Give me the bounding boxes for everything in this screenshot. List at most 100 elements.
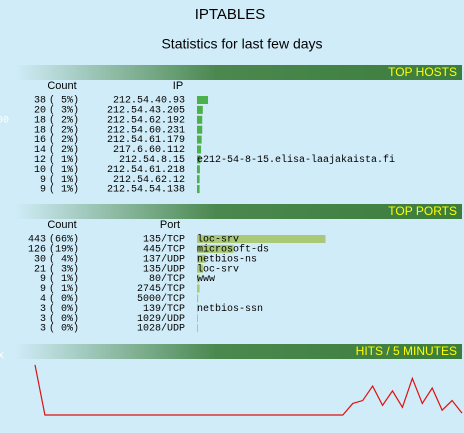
bar xyxy=(197,324,198,333)
section-header xyxy=(15,204,462,219)
bar xyxy=(197,125,203,134)
percent: (19%) xyxy=(49,244,79,256)
name: www xyxy=(197,274,215,285)
bar xyxy=(197,155,201,164)
percent: ( 3%) xyxy=(49,263,79,275)
percent: ( 4%) xyxy=(49,253,79,265)
name: microsoft-ds xyxy=(197,244,269,256)
count: 3 xyxy=(40,324,46,335)
bar xyxy=(197,96,209,104)
count: 9 xyxy=(40,274,46,285)
ip: 212.54.54.138 xyxy=(107,185,185,196)
count: 9 xyxy=(40,185,46,196)
ip: 212.54.40.93 xyxy=(113,96,185,107)
bar xyxy=(197,135,202,144)
name: netbios-ssn xyxy=(197,303,263,315)
name: loc-srv xyxy=(197,234,239,246)
percent: ( 0%) xyxy=(49,303,79,315)
bar xyxy=(197,254,206,263)
bar xyxy=(197,284,200,293)
percent: ( 1%) xyxy=(49,184,79,196)
percent: ( 1%) xyxy=(49,283,79,295)
count: 443 xyxy=(28,235,46,246)
edge-label: X xyxy=(0,352,4,363)
bar xyxy=(197,314,198,323)
bar xyxy=(197,304,198,313)
count: 21 xyxy=(34,264,46,275)
ip: 212.54.61.179 xyxy=(107,135,185,146)
section-header xyxy=(15,65,462,80)
bar xyxy=(197,235,326,243)
hits-line xyxy=(34,364,463,416)
port: 2745/TCP xyxy=(137,283,185,295)
name: loc-srv xyxy=(197,263,239,275)
port: 135/UDP xyxy=(143,263,185,275)
count: 9 xyxy=(40,175,46,186)
port: 139/TCP xyxy=(143,303,185,315)
port: 1029/UDP xyxy=(137,313,185,325)
count: 9 xyxy=(40,284,46,295)
bar xyxy=(197,165,200,174)
section-title: TOP HOSTS xyxy=(388,65,457,79)
column-header: Count xyxy=(47,80,76,92)
port: 445/TCP xyxy=(143,244,185,256)
count: 3 xyxy=(40,314,46,325)
percent: ( 1%) xyxy=(49,174,79,186)
percent: (66%) xyxy=(49,234,79,246)
port: 1028/UDP xyxy=(137,323,185,335)
percent: ( 2%) xyxy=(49,114,79,126)
ip: 212.54.60.231 xyxy=(107,125,185,136)
count: 4 xyxy=(40,294,46,305)
ip: 212.54.8.15 xyxy=(119,155,185,166)
bar xyxy=(197,244,234,253)
edge-label: 00 xyxy=(0,116,9,127)
column-header: IP xyxy=(173,80,183,92)
bar xyxy=(197,264,204,273)
name: netbios-ns xyxy=(197,253,257,265)
count: 12 xyxy=(34,155,46,166)
percent: ( 2%) xyxy=(49,124,79,136)
percent: ( 1%) xyxy=(49,154,79,166)
count: 20 xyxy=(34,106,46,117)
ip: 212.54.43.205 xyxy=(107,106,185,117)
count: 3 xyxy=(40,304,46,315)
section-header xyxy=(15,344,462,359)
count: 126 xyxy=(28,245,46,256)
percent: ( 5%) xyxy=(49,95,79,107)
count: 18 xyxy=(34,125,46,136)
percent: ( 0%) xyxy=(49,313,79,325)
name: e212-54-8-15.elisa-laajakaista.fi xyxy=(197,154,395,166)
column-header: Port xyxy=(160,219,180,231)
bar xyxy=(197,175,200,184)
port: 135/TCP xyxy=(143,234,185,246)
count: 10 xyxy=(34,165,46,176)
bar xyxy=(197,294,199,303)
bar xyxy=(197,105,203,114)
percent: ( 2%) xyxy=(49,144,79,156)
count: 18 xyxy=(34,115,46,126)
bar xyxy=(197,185,200,194)
page-subtitle: Statistics for last few days xyxy=(161,36,322,52)
port: 137/UDP xyxy=(143,253,185,265)
bar xyxy=(197,274,200,283)
percent: ( 1%) xyxy=(49,164,79,176)
column-header: Count xyxy=(47,219,76,231)
percent: ( 3%) xyxy=(49,105,79,117)
section-title: HITS / 5 MINUTES xyxy=(356,344,457,358)
percent: ( 0%) xyxy=(49,323,79,335)
bar xyxy=(197,145,202,154)
percent: ( 0%) xyxy=(49,293,79,305)
count: 14 xyxy=(34,145,46,156)
percent: ( 2%) xyxy=(49,134,79,146)
percent: ( 1%) xyxy=(49,273,79,285)
ip: 212.54.62.12 xyxy=(113,175,185,186)
port: 5000/TCP xyxy=(137,293,185,305)
section-title: TOP PORTS xyxy=(388,204,457,218)
count: 38 xyxy=(34,96,46,107)
page-title: IPTABLES xyxy=(195,6,266,23)
ip: 217.6.60.112 xyxy=(113,145,185,156)
count: 16 xyxy=(34,135,46,146)
ip: 212.54.61.218 xyxy=(107,165,185,176)
port: 80/TCP xyxy=(149,273,185,285)
